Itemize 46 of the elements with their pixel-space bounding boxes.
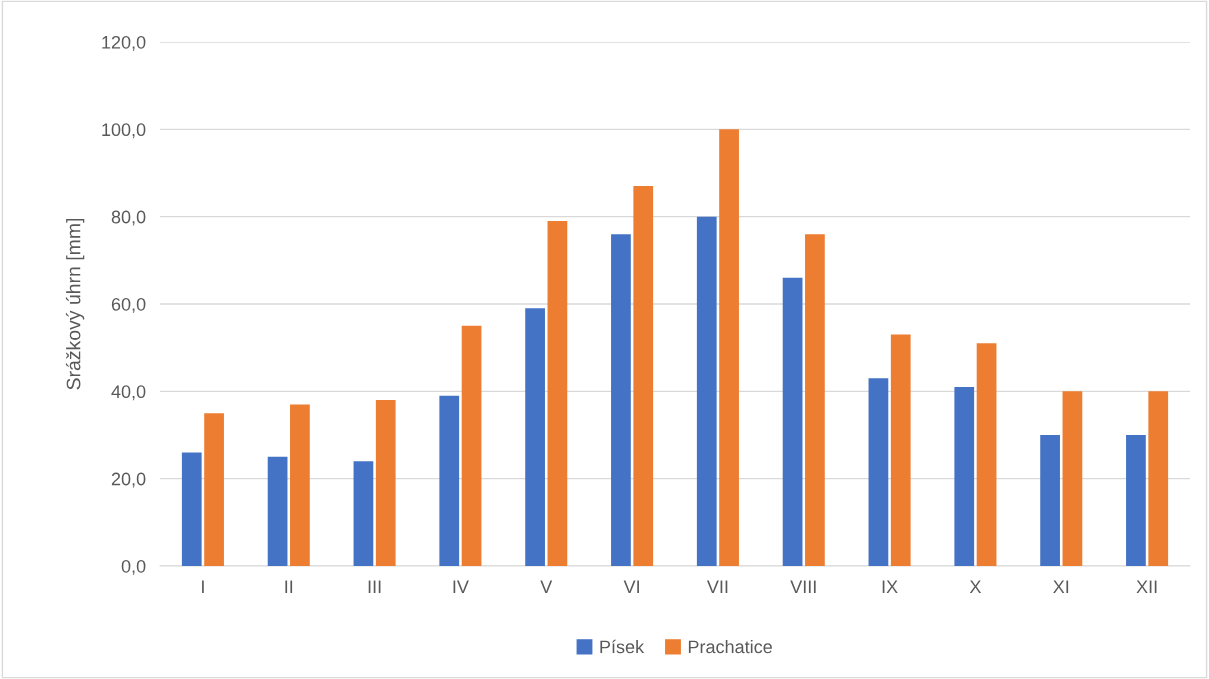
bar: [719, 129, 739, 566]
bar: [868, 378, 889, 566]
bar: [696, 216, 717, 566]
y-tick-label: 40,0: [111, 385, 146, 401]
bar: [976, 343, 997, 566]
bar: [1062, 391, 1083, 566]
x-tick-label: I: [202, 580, 204, 593]
bar: [353, 461, 374, 566]
legend-label: Prachatice: [688, 639, 772, 654]
bar: [1126, 435, 1146, 566]
x-tick-label: VII: [706, 580, 728, 593]
x-tick-label: VI: [623, 580, 639, 593]
y-tick-label: 100,0: [102, 123, 146, 139]
bar: [1040, 435, 1060, 566]
legend-label: Písek: [600, 639, 645, 654]
bar: [611, 234, 631, 566]
bar: [267, 456, 288, 566]
x-tick-label: IV: [453, 580, 469, 593]
bar: [890, 334, 911, 566]
y-tick-label: 60,0: [111, 297, 146, 313]
bar: [954, 386, 975, 566]
x-tick-label: VIII: [790, 580, 816, 593]
x-tick-label: XII: [1136, 580, 1157, 593]
bar: [525, 308, 545, 566]
y-tick-label: 120,0: [102, 35, 146, 51]
bar: [805, 234, 825, 566]
bar: [290, 404, 310, 566]
y-axis-title: Srážkový úhrn [mm]: [65, 218, 85, 390]
bar: [782, 277, 803, 566]
bar: [181, 452, 202, 566]
y-tick-label: 0,0: [121, 559, 146, 575]
bar: [633, 186, 654, 566]
bar: [439, 395, 460, 566]
x-tick-label: X: [969, 580, 982, 593]
x-tick-label: II: [285, 580, 293, 593]
x-tick-label: V: [540, 580, 553, 593]
x-tick-label: III: [368, 580, 381, 593]
x-tick-label: XI: [1053, 580, 1069, 593]
bar: [1148, 391, 1169, 566]
bar: [204, 413, 224, 566]
bar: [375, 400, 396, 566]
y-tick-label: 20,0: [111, 472, 146, 488]
bar: [461, 325, 482, 566]
bar: [547, 221, 568, 566]
y-tick-label: 80,0: [111, 210, 146, 226]
x-tick-label: IX: [882, 580, 898, 593]
